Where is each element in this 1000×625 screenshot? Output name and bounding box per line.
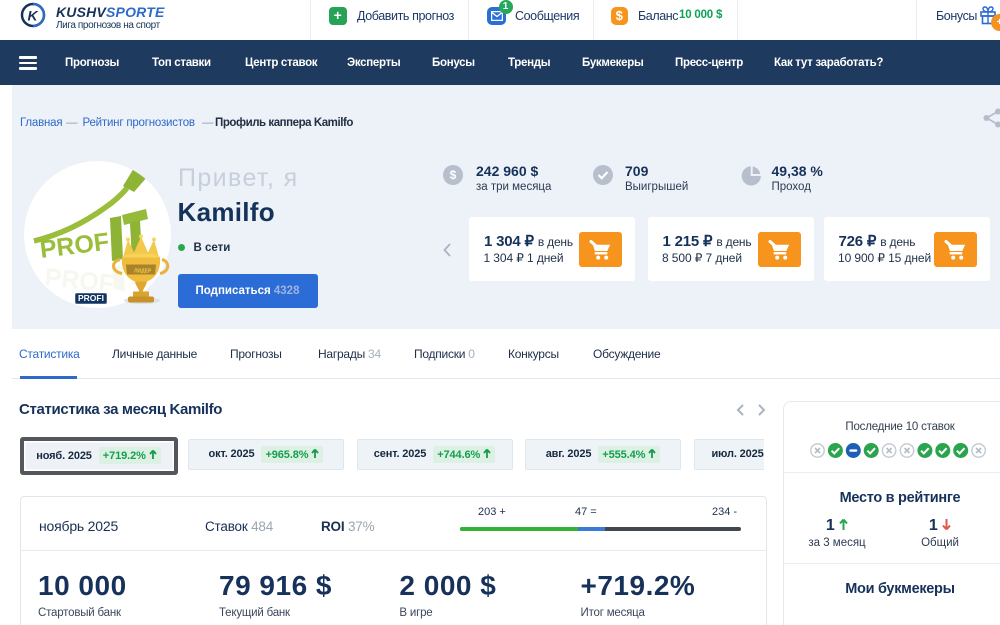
svg-text:ЛИДЕР: ЛИДЕР [134, 269, 152, 275]
svg-text:K: K [28, 8, 39, 24]
